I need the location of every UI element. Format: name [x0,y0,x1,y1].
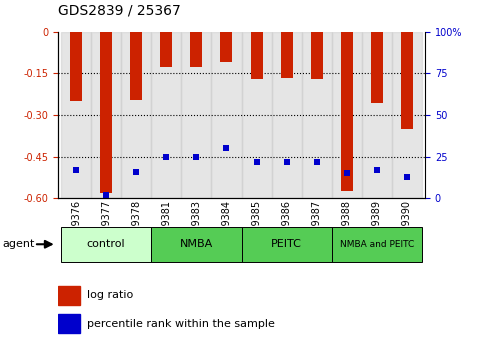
Bar [181,32,212,198]
Bar [220,32,232,62]
Bar [341,32,353,191]
Bar [242,32,271,198]
Bar [281,32,293,79]
Bar [362,32,392,198]
Bar [332,227,422,262]
Bar [392,32,422,198]
Text: log ratio: log ratio [87,290,134,300]
Bar [311,32,323,79]
Bar [242,227,332,262]
Bar [344,170,350,176]
Bar [151,227,242,262]
Text: PEITC: PEITC [271,239,302,249]
Bar [151,32,181,198]
Bar [163,154,169,160]
Bar [121,32,151,198]
Bar [73,167,79,173]
Bar [103,192,109,198]
Bar [61,32,91,198]
Bar [70,32,82,101]
Bar [160,32,172,67]
Text: GDS2839 / 25367: GDS2839 / 25367 [58,4,181,18]
Bar [212,32,242,198]
Text: percentile rank within the sample: percentile rank within the sample [87,319,275,329]
Bar [190,32,202,67]
Bar [58,314,80,333]
Bar [302,32,332,198]
Bar [58,286,80,305]
Text: NMBA: NMBA [180,239,213,249]
Text: control: control [87,239,126,249]
Bar [404,173,410,180]
Bar [91,32,121,198]
Bar [130,32,142,100]
Bar [133,169,139,175]
Bar [332,32,362,198]
Bar [371,32,383,103]
Bar [284,159,290,165]
Bar [251,32,263,79]
Bar [100,32,112,193]
Bar [61,227,151,262]
Bar [254,159,259,165]
Text: NMBA and PEITC: NMBA and PEITC [340,240,414,249]
Bar [271,32,302,198]
Bar [314,159,320,165]
Text: agent: agent [2,239,35,249]
Bar [374,167,380,173]
Bar [193,154,199,160]
Bar [224,145,229,152]
Bar [401,32,413,129]
